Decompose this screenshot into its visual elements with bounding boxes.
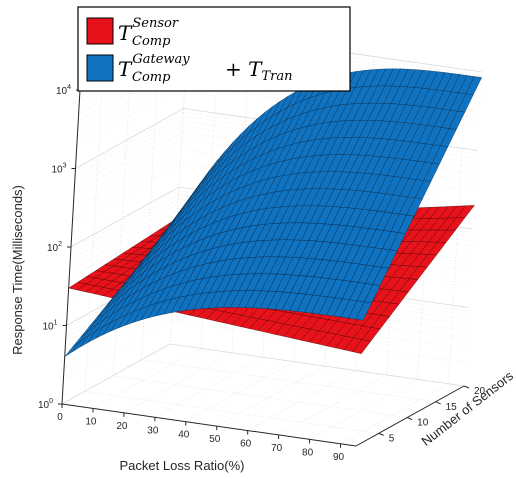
y-tick-label: 15 bbox=[446, 402, 458, 413]
grid-line-x-floor bbox=[154, 356, 264, 418]
x-tick-label: 40 bbox=[178, 430, 190, 441]
y-tick-mark bbox=[378, 432, 384, 436]
grid-line-y-floor bbox=[141, 359, 436, 403]
grid-line-x-floor bbox=[123, 352, 233, 414]
grid-line-x-floor bbox=[61, 343, 171, 405]
axes bbox=[58, 89, 470, 448]
z-tick-label: 101 bbox=[43, 320, 58, 333]
y-axis-label: Number of Sensors bbox=[418, 368, 516, 449]
grid-line-x-floor bbox=[185, 361, 294, 423]
x-tick-label: 60 bbox=[240, 439, 252, 450]
x-tick-label: 0 bbox=[57, 412, 63, 423]
y-tick-label: 10 bbox=[417, 418, 429, 429]
grid-line-y-floor bbox=[113, 375, 408, 418]
x-axis-label: Packet Loss Ratio(%) bbox=[120, 458, 245, 473]
legend-swatch-gateway bbox=[86, 54, 114, 82]
y-axis-line bbox=[355, 385, 465, 447]
grid-line-x-floor bbox=[216, 365, 325, 427]
surface-sensor-cell bbox=[352, 339, 372, 354]
x-tick-label: 20 bbox=[116, 421, 128, 432]
legend-box bbox=[77, 6, 351, 92]
grid-line-z bbox=[63, 319, 466, 381]
tick-labels: 0 10 20 30 40 50 60 70 80 90 5 10 15 20 100 101 102 103 10… bbox=[38, 84, 486, 463]
x-tick-label: 50 bbox=[209, 434, 221, 445]
x-axis-line bbox=[61, 403, 357, 447]
x-tick-label: 90 bbox=[333, 452, 345, 463]
z-axis-label: Response Time(Milliseconds) bbox=[10, 185, 25, 355]
grid-line-x-floor bbox=[92, 348, 202, 409]
x-tick-label: 10 bbox=[85, 416, 97, 427]
x-tick-label: 80 bbox=[302, 447, 314, 458]
legend-label-gateway: TGateway Comp + TTran bbox=[118, 52, 292, 85]
legend-swatch-sensor bbox=[86, 17, 114, 45]
x-tick-label: 70 bbox=[271, 443, 283, 454]
z-tick-label: 100 bbox=[38, 398, 53, 411]
grid-line-y-floor bbox=[84, 390, 379, 434]
y-tick-label: 20 bbox=[474, 386, 486, 397]
y-tick-mark bbox=[463, 385, 470, 389]
grid-line-z bbox=[61, 343, 465, 405]
y-tick-mark bbox=[435, 401, 441, 405]
grid-line-x-floor bbox=[309, 379, 418, 440]
z-tick-label: 102 bbox=[47, 241, 62, 254]
legend-label-sensor: TSensor Comp bbox=[118, 16, 179, 49]
surface-gateway-cell bbox=[355, 301, 372, 321]
z-tick-label: 103 bbox=[52, 163, 67, 176]
y-tick-label: 5 bbox=[389, 433, 395, 444]
grid-line-x-floor bbox=[340, 383, 449, 445]
y-tick-mark bbox=[406, 417, 413, 421]
x-tick-label: 30 bbox=[147, 425, 159, 436]
surface-gateway bbox=[64, 68, 482, 357]
surfaces bbox=[64, 68, 482, 357]
z-tick-label: 104 bbox=[56, 84, 71, 97]
grid-line-x-floor bbox=[247, 370, 356, 431]
grid-line-x-floor bbox=[278, 374, 387, 436]
legend: TSensor Comp TGateway Comp + TTran bbox=[77, 6, 351, 92]
